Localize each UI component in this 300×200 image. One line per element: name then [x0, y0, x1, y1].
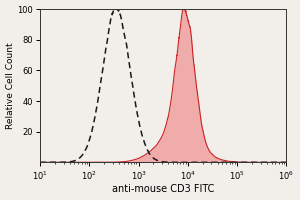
Y-axis label: Relative Cell Count: Relative Cell Count: [6, 42, 15, 129]
X-axis label: anti-mouse CD3 FITC: anti-mouse CD3 FITC: [112, 184, 214, 194]
